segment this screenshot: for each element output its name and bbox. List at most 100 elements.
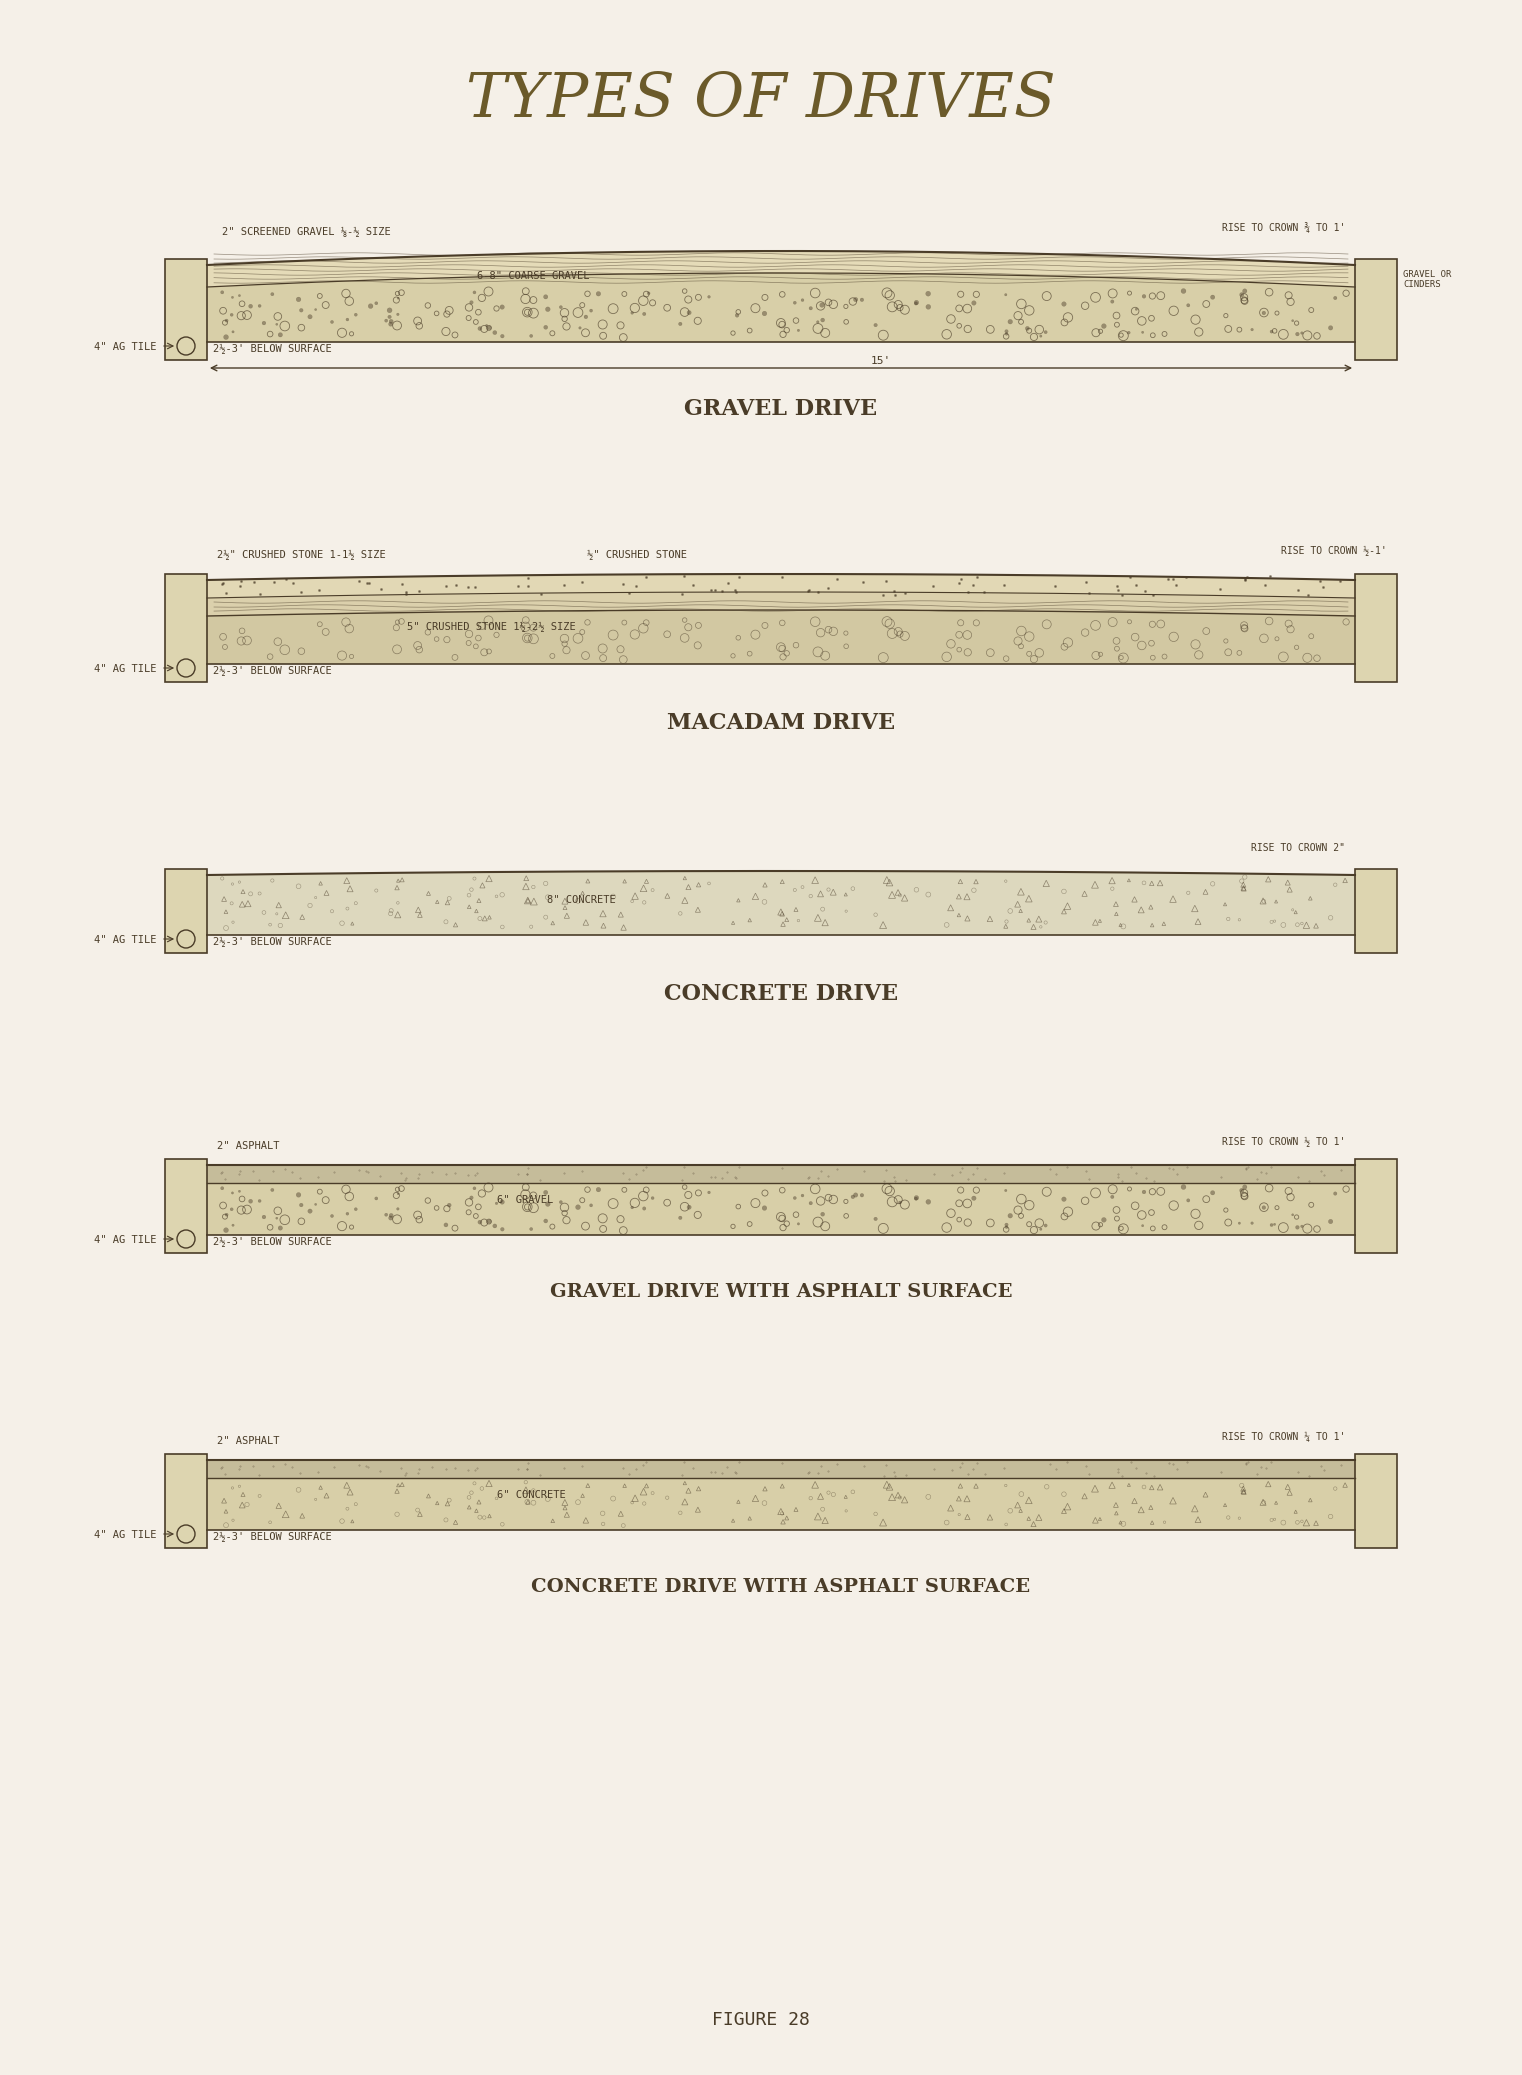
Circle shape [915,1195,919,1199]
Polygon shape [164,1455,207,1548]
Circle shape [447,1204,451,1208]
Circle shape [1181,1185,1186,1189]
Circle shape [545,307,549,311]
Circle shape [798,1222,799,1224]
Circle shape [630,311,633,313]
Circle shape [239,1191,240,1193]
Circle shape [1040,334,1043,338]
Text: 4" AG TILE: 4" AG TILE [94,342,157,353]
Text: 2½-3' BELOW SURFACE: 2½-3' BELOW SURFACE [213,938,332,946]
Circle shape [300,1204,303,1208]
Circle shape [1292,1214,1294,1216]
Circle shape [279,1226,283,1230]
Circle shape [368,303,373,309]
Circle shape [275,324,279,326]
Polygon shape [207,1477,1355,1529]
Circle shape [1142,295,1146,299]
Circle shape [763,1206,767,1210]
Text: 4" AG TILE: 4" AG TILE [94,1235,157,1245]
Polygon shape [164,575,207,683]
Circle shape [279,332,283,336]
Circle shape [559,1201,563,1204]
Circle shape [390,320,393,324]
Circle shape [860,299,864,301]
Circle shape [1102,324,1106,328]
Circle shape [1210,295,1215,299]
Circle shape [224,1228,228,1233]
Circle shape [345,1212,349,1216]
Circle shape [798,330,799,332]
Circle shape [1135,307,1137,311]
Circle shape [397,1208,399,1210]
Circle shape [530,334,533,338]
Circle shape [355,1208,358,1210]
Circle shape [1239,293,1243,297]
Text: TYPES OF DRIVES: TYPES OF DRIVES [466,71,1056,131]
Text: 6-8" COARSE GRAVEL: 6-8" COARSE GRAVEL [476,272,589,280]
Circle shape [1269,330,1272,334]
Text: GRAVEL DRIVE: GRAVEL DRIVE [685,398,878,419]
Polygon shape [207,274,1355,342]
Circle shape [597,290,601,297]
Text: CONCRETE DRIVE: CONCRETE DRIVE [664,984,898,1004]
Circle shape [801,299,804,301]
Circle shape [239,295,240,297]
Circle shape [1333,297,1336,299]
Circle shape [543,295,548,299]
Circle shape [374,1197,377,1199]
Circle shape [248,305,253,309]
Circle shape [708,295,711,299]
Circle shape [470,1195,473,1199]
Circle shape [1005,332,1008,336]
Text: 2" ASPHALT: 2" ASPHALT [218,1436,280,1446]
Circle shape [1008,1214,1012,1218]
Circle shape [1329,1220,1333,1224]
Circle shape [297,297,301,301]
Circle shape [860,1193,864,1197]
Text: 2½" CRUSHED STONE 1-1½ SIZE: 2½" CRUSHED STONE 1-1½ SIZE [218,550,385,560]
Text: FIGURE 28: FIGURE 28 [712,2011,810,2029]
Text: RISE TO CROWN ¼ TO 1': RISE TO CROWN ¼ TO 1' [1222,1432,1345,1442]
Circle shape [1142,1224,1145,1226]
Circle shape [225,1214,228,1216]
Circle shape [679,322,682,326]
Text: 6" GRAVEL: 6" GRAVEL [498,1195,554,1206]
Circle shape [1301,332,1303,334]
Circle shape [315,1204,317,1206]
Circle shape [259,305,262,307]
Circle shape [1301,1224,1303,1228]
Circle shape [499,305,504,309]
Circle shape [575,1206,580,1210]
Circle shape [971,301,976,305]
Circle shape [1292,320,1294,322]
Text: 2½-3' BELOW SURFACE: 2½-3' BELOW SURFACE [213,1531,332,1542]
Text: GRAVEL DRIVE WITH ASPHALT SURFACE: GRAVEL DRIVE WITH ASPHALT SURFACE [549,1282,1012,1301]
Circle shape [589,1204,592,1208]
Circle shape [816,322,819,324]
Circle shape [231,330,234,332]
Circle shape [297,1193,301,1197]
Text: MACADAM DRIVE: MACADAM DRIVE [667,712,895,735]
Polygon shape [1355,869,1397,952]
Circle shape [874,1218,877,1220]
Circle shape [271,1189,274,1191]
Circle shape [315,309,317,311]
Circle shape [388,1216,393,1220]
Circle shape [224,334,228,340]
Polygon shape [207,575,1355,598]
Circle shape [1005,293,1008,297]
Circle shape [1008,320,1012,324]
Circle shape [493,1224,496,1228]
Polygon shape [207,1461,1355,1477]
Circle shape [925,290,930,297]
Text: RISE TO CROWN 2": RISE TO CROWN 2" [1251,842,1345,853]
Polygon shape [207,591,1355,616]
Circle shape [543,326,548,330]
Circle shape [230,1208,233,1212]
Circle shape [374,301,377,305]
Circle shape [820,303,825,307]
Circle shape [1040,1228,1043,1230]
Polygon shape [164,259,207,359]
Circle shape [1102,1218,1106,1222]
Circle shape [397,297,399,299]
